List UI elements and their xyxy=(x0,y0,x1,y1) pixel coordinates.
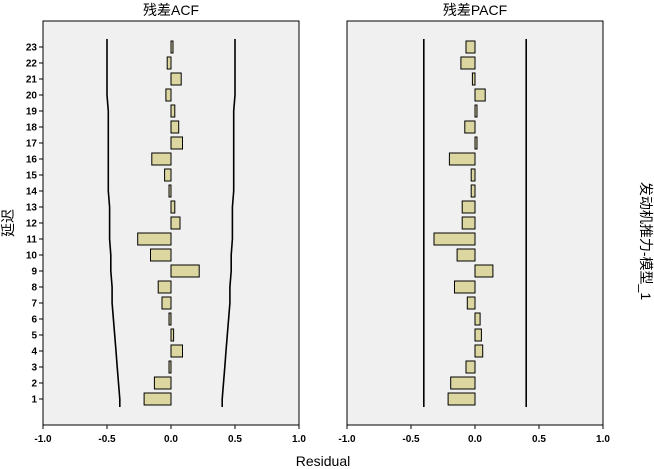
pacf-x-tick-label: 0.5 xyxy=(532,434,546,445)
pacf-bar-lag-17 xyxy=(474,136,478,150)
acf-y-tick-label: 20 xyxy=(26,91,38,102)
acf-y-tick-label: 8 xyxy=(31,283,37,294)
pacf-x-tick-label: 1.0 xyxy=(596,434,610,445)
acf-y-tick-label: 5 xyxy=(31,331,37,342)
acf-lower-limit-line xyxy=(106,39,121,407)
acf-x-tick-label: 0.0 xyxy=(164,434,178,445)
acf-y-tick-label: 10 xyxy=(26,251,38,262)
acf-bar-lag-19 xyxy=(170,104,176,118)
model-label: 发动机推力-模型_1 xyxy=(638,182,654,300)
acf-bar-lag-13 xyxy=(170,200,176,214)
acf-y-tick-label: 11 xyxy=(26,235,37,246)
acf-y-tick-label: 23 xyxy=(26,43,38,54)
y-axis-title: 延迟 xyxy=(0,209,16,237)
acf-y-tick-label: 18 xyxy=(26,123,38,134)
pacf-bar-lag-5 xyxy=(474,328,482,342)
acf-y-tick-label: 19 xyxy=(26,107,38,118)
acf-bar-lag-2 xyxy=(153,376,172,390)
pacf-bar-lag-9 xyxy=(474,264,494,278)
acf-y-tick-label: 4 xyxy=(31,347,37,358)
acf-x-tick-label: 0.5 xyxy=(228,434,242,445)
acf-bar-lag-14 xyxy=(168,184,172,198)
pacf-bar-lag-10 xyxy=(456,248,476,262)
pacf-bar-lag-12 xyxy=(461,216,476,230)
acf-x-tick-label: -1.0 xyxy=(34,434,52,445)
acf-bar-lag-1 xyxy=(143,392,172,406)
pacf-bar-lag-15 xyxy=(470,168,476,182)
acf-bar-lag-15 xyxy=(164,168,172,182)
acf-y-tick-label: 1 xyxy=(31,395,37,406)
pacf-bar-lag-4 xyxy=(474,344,484,358)
acf-x-tick-label: 1.0 xyxy=(292,434,306,445)
acf-y-tick-label: 13 xyxy=(26,203,38,214)
acf-bars xyxy=(137,40,200,406)
acf-bar-lag-9 xyxy=(170,264,200,278)
acf-bar-lag-10 xyxy=(150,248,172,262)
pacf-bar-lag-8 xyxy=(454,280,476,294)
pacf-panel: 残差PACF -1.0 -0.5 0.0 0.5 1.0 xyxy=(338,2,610,445)
pacf-x-tick-label: -0.5 xyxy=(402,434,420,445)
acf-bar-lag-6 xyxy=(168,312,172,326)
acf-y-tick-label: 16 xyxy=(26,155,38,166)
acf-y-tick-label: 14 xyxy=(26,187,38,198)
acf-bar-lag-5 xyxy=(170,328,175,342)
acf-y-tick-label: 15 xyxy=(26,171,38,182)
acf-bar-lag-22 xyxy=(166,56,172,70)
acf-y-tick-label: 9 xyxy=(31,267,37,278)
acf-y-tick-label: 7 xyxy=(31,299,37,310)
pacf-bar-lag-22 xyxy=(460,56,476,70)
pacf-bar-lag-1 xyxy=(447,392,476,406)
pacf-bar-lag-20 xyxy=(474,88,486,102)
pacf-bar-lag-2 xyxy=(450,376,476,390)
pacf-x-tick-label: -1.0 xyxy=(338,434,356,445)
acf-bar-lag-8 xyxy=(157,280,172,294)
pacf-bar-lag-19 xyxy=(474,104,478,118)
acf-y-tick-label: 6 xyxy=(31,315,37,326)
acf-bar-lag-7 xyxy=(161,296,172,310)
acf-x-ticks: -1.0 -0.5 0.0 0.5 1.0 xyxy=(34,425,306,445)
acf-y-tick-label: 22 xyxy=(26,59,38,70)
acf-bar-lag-23 xyxy=(170,40,174,54)
pacf-bar-lag-3 xyxy=(465,360,476,374)
pacf-bar-lag-21 xyxy=(471,72,476,86)
pacf-bar-lag-16 xyxy=(448,152,476,166)
acf-y-tick-label: 3 xyxy=(31,363,37,374)
pacf-bar-lag-11 xyxy=(433,232,476,246)
acf-x-tick-label: -0.5 xyxy=(98,434,116,445)
acf-bar-lag-16 xyxy=(151,152,172,166)
acf-bar-lag-17 xyxy=(170,136,183,150)
acf-upper-limit-line xyxy=(221,39,236,407)
pacf-title: 残差PACF xyxy=(443,2,507,18)
acf-y-tick-label: 12 xyxy=(26,219,38,230)
pacf-bar-lag-7 xyxy=(466,296,476,310)
acf-title: 残差ACF xyxy=(143,2,199,18)
acf-confidence-limits xyxy=(106,39,236,407)
pacf-bars xyxy=(433,40,494,406)
acf-panel: 残差ACF -1.0 -0.5 0.0 0.5 1.0 1234567891011121… xyxy=(26,2,307,445)
acf-y-tick-label: 17 xyxy=(26,139,38,150)
pacf-bar-lag-13 xyxy=(461,200,476,214)
acf-y-tick-label: 21 xyxy=(26,75,38,86)
acf-bar-lag-4 xyxy=(170,344,183,358)
pacf-bar-lag-23 xyxy=(465,40,476,54)
x-axis-title: Residual xyxy=(296,453,350,469)
pacf-bar-lag-18 xyxy=(464,120,476,134)
acf-bar-lag-12 xyxy=(170,216,181,230)
pacf-confidence-limits xyxy=(422,39,528,407)
acf-bar-lag-11 xyxy=(137,232,172,246)
acf-bar-lag-21 xyxy=(170,72,182,86)
acf-bar-lag-3 xyxy=(168,360,172,374)
acf-y-tick-label: 2 xyxy=(31,379,37,390)
pacf-x-ticks: -1.0 -0.5 0.0 0.5 1.0 xyxy=(338,425,610,445)
acf-bar-lag-18 xyxy=(170,120,180,134)
pacf-bar-lag-6 xyxy=(474,312,481,326)
acf-bar-lag-20 xyxy=(165,88,172,102)
pacf-x-tick-label: 0.0 xyxy=(468,434,482,445)
pacf-bar-lag-14 xyxy=(470,184,476,198)
